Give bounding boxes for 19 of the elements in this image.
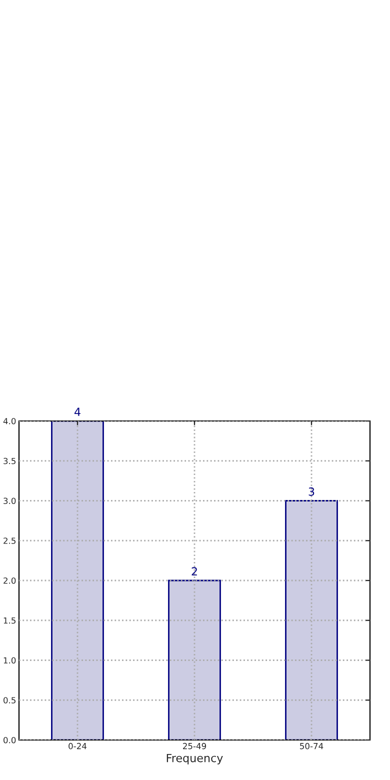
x-axis-title: Frequency bbox=[166, 754, 223, 764]
y-tick-label: 4.0 bbox=[3, 418, 16, 424]
data-label: 2 bbox=[192, 567, 197, 576]
y-tick-label: 1.5 bbox=[4, 617, 16, 624]
bar bbox=[51, 421, 104, 740]
y-tick-label: 1.0 bbox=[4, 657, 16, 664]
bar bbox=[285, 500, 338, 740]
data-label: 4 bbox=[74, 408, 80, 416]
y-tick-label: 0.0 bbox=[4, 736, 16, 744]
x-tick-label: 25-49 bbox=[183, 742, 206, 750]
bar bbox=[168, 580, 221, 740]
y-tick-label: 3.5 bbox=[4, 458, 16, 464]
data-label: 3 bbox=[308, 487, 314, 496]
y-tick-label: 2.5 bbox=[4, 538, 16, 544]
x-tick-label: 0-24 bbox=[68, 742, 86, 750]
y-tick-label: 0.5 bbox=[4, 697, 16, 704]
y-tick-label: 3.0 bbox=[4, 498, 16, 504]
x-tick-label: 50-74 bbox=[300, 742, 324, 750]
y-tick-label: 2.0 bbox=[4, 577, 16, 584]
